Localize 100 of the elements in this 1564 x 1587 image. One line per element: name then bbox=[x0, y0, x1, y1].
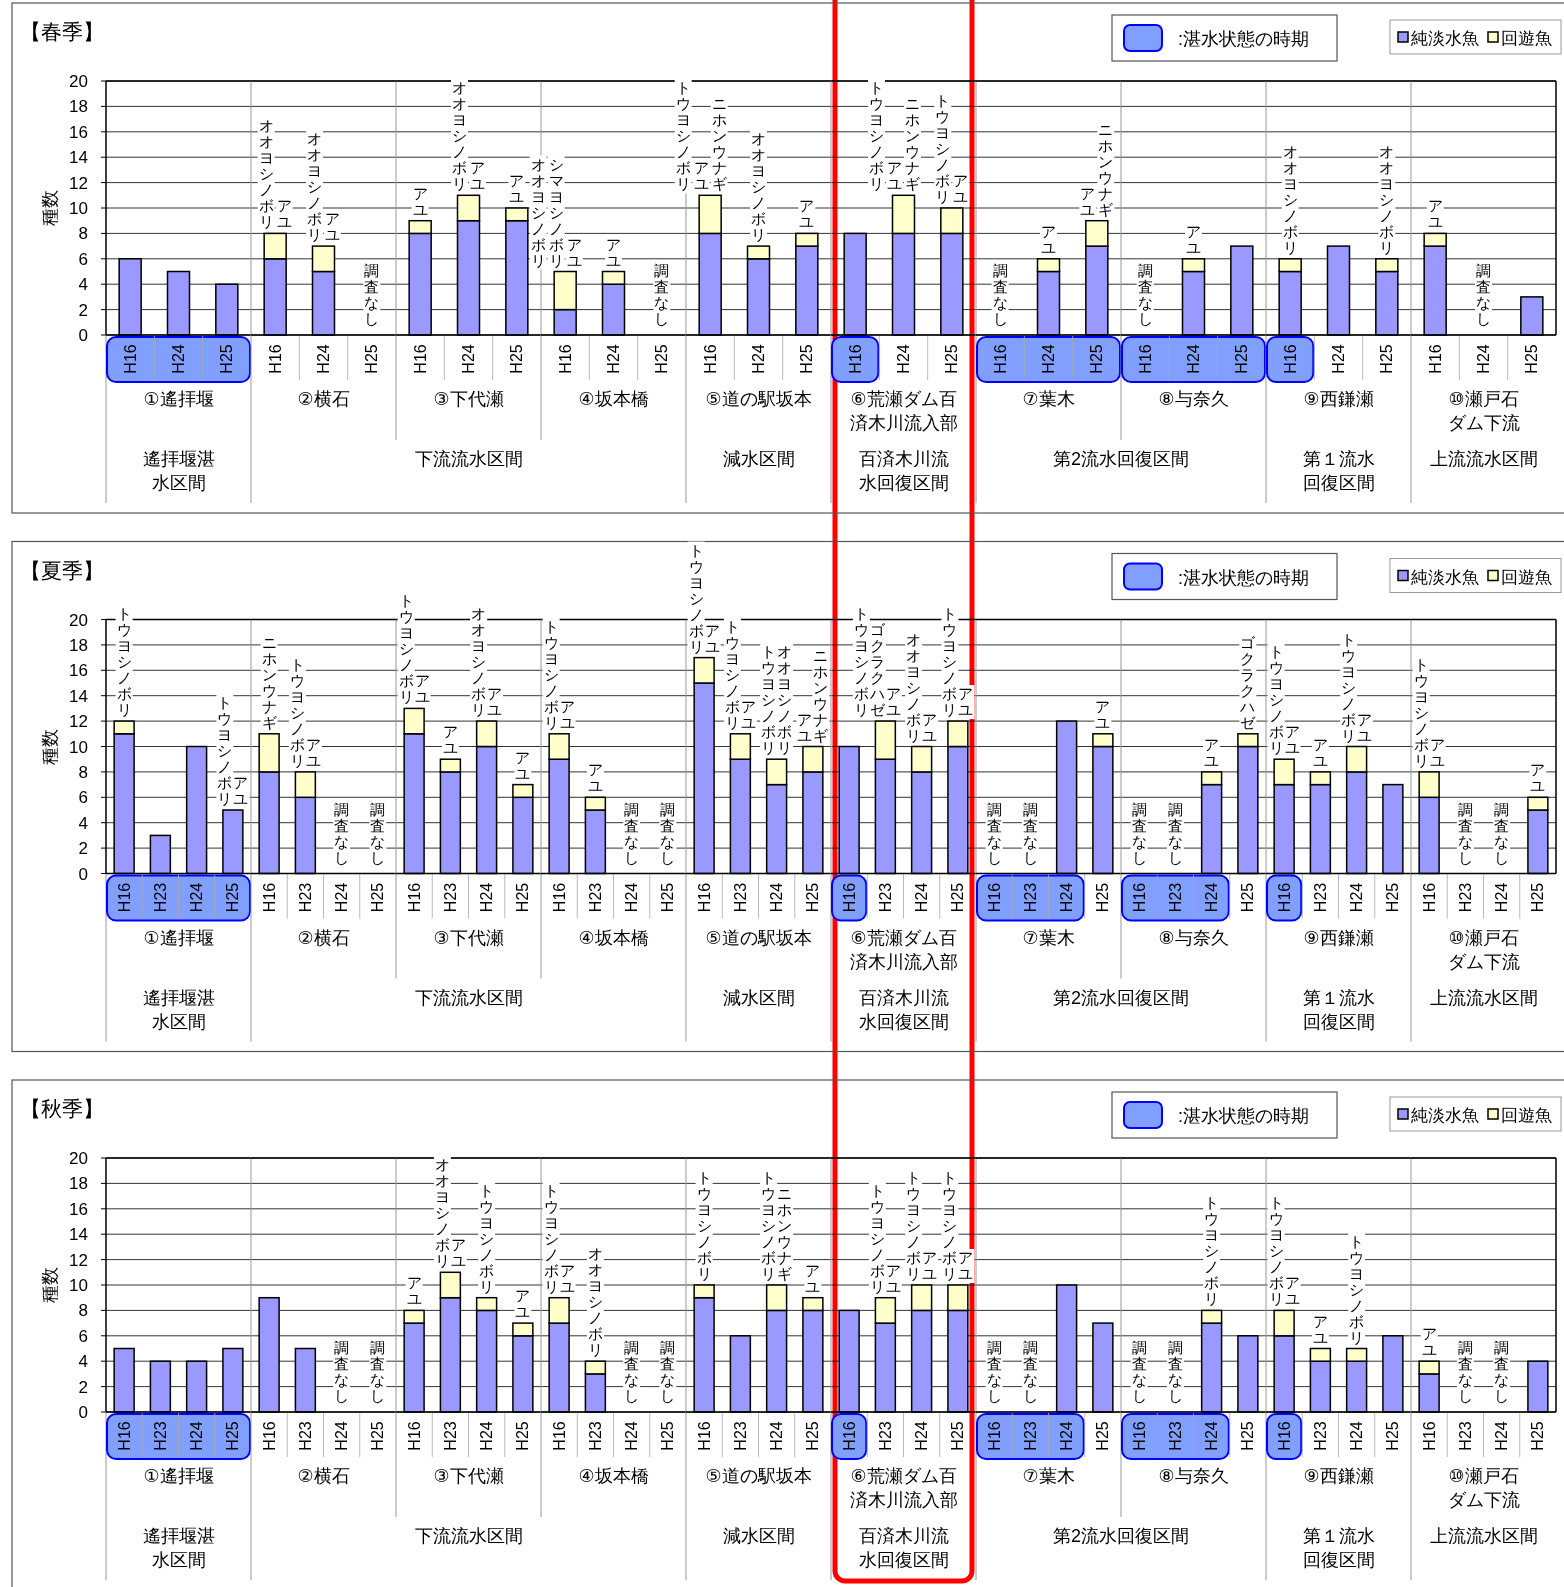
annotation: オオヨシノボリ bbox=[906, 630, 922, 744]
text: 上流流水区間 bbox=[1429, 1526, 1538, 1546]
annotation: トウヨシノボリ bbox=[1341, 630, 1357, 744]
annotation: アユ bbox=[559, 1261, 575, 1295]
annotation: アユ bbox=[470, 159, 485, 193]
x-tick-label: H24 bbox=[750, 344, 767, 374]
text: 調査なし bbox=[364, 262, 380, 327]
y-tick-label: 18 bbox=[69, 1174, 88, 1194]
annotation: アユ bbox=[885, 1261, 901, 1295]
annotation: トウヨシノボリ bbox=[942, 605, 958, 719]
x-tick-label: H24 bbox=[1493, 882, 1511, 913]
x-tick-label: H16 bbox=[991, 344, 1009, 374]
x-axis-title: ⑦葉木 bbox=[1022, 389, 1075, 409]
annotation: アユ bbox=[559, 697, 575, 731]
x-tick-label: H25 bbox=[508, 344, 526, 374]
annotation: トウヨシノボリ bbox=[289, 655, 305, 769]
x-tick-label: H16 bbox=[260, 882, 278, 913]
band-legend: :湛水状態の時期 bbox=[1111, 552, 1338, 601]
text: 調査なし bbox=[1131, 800, 1147, 866]
x-tick-label: H25 bbox=[943, 344, 961, 374]
annotation: トウヨシノボリ bbox=[479, 1181, 495, 1295]
x-tick-label: H24 bbox=[913, 1421, 931, 1451]
annotation: アユ bbox=[1421, 1325, 1437, 1359]
x-axis-title: ⑤道の駅坂本 bbox=[705, 389, 812, 409]
annotation: アユ bbox=[958, 685, 974, 719]
text: 調査なし bbox=[370, 800, 386, 866]
y-tick-label: 14 bbox=[69, 148, 88, 168]
x-tick-label: H23 bbox=[876, 882, 894, 913]
text: 調査なし bbox=[370, 1339, 386, 1404]
annotation: アユ bbox=[325, 210, 340, 244]
x-axis-title: ⑨西鎌瀬 bbox=[1303, 389, 1374, 409]
text: 調査なし bbox=[1167, 1339, 1183, 1404]
text: 百済木川流水回復区間 bbox=[858, 987, 949, 1032]
x-axis-title: ③下代瀬 bbox=[433, 927, 504, 948]
x-tick-label: H16 bbox=[1275, 882, 1293, 913]
text: 調査なし bbox=[660, 1339, 676, 1404]
annotation: アユ bbox=[487, 685, 503, 719]
x-tick-label: H16 bbox=[405, 882, 423, 913]
x-tick-label: H16 bbox=[1130, 1421, 1148, 1451]
y-tick-label: 14 bbox=[69, 1225, 88, 1245]
y-tick-label: 12 bbox=[69, 712, 88, 732]
legend-label: 回遊魚 bbox=[1501, 567, 1552, 587]
x-tick-label: H25 bbox=[1529, 882, 1547, 913]
text: 調査なし bbox=[654, 262, 670, 327]
text: 調査なし bbox=[334, 1339, 350, 1404]
x-tick-label: H16 bbox=[260, 1421, 278, 1451]
y-axis-title: 種数 bbox=[40, 728, 60, 765]
x-axis-title: ①遙拝堰 bbox=[143, 927, 214, 948]
annotation: トウヨシノボリ bbox=[1268, 1194, 1284, 1308]
x-tick-label: H25 bbox=[1094, 882, 1112, 913]
text: 第１流水回復区間 bbox=[1302, 449, 1375, 493]
text: 調査なし bbox=[1476, 262, 1491, 327]
x-axis-title: ③下代瀬 bbox=[433, 389, 504, 409]
annotation: オオヨシノボリ bbox=[434, 1156, 450, 1270]
y-tick-label: 2 bbox=[78, 839, 88, 859]
annotation: アユ bbox=[450, 1236, 466, 1270]
x-tick-label: H24 bbox=[1348, 882, 1366, 913]
x-tick-label: H16 bbox=[1275, 1421, 1293, 1451]
annotation: アユ bbox=[442, 723, 458, 757]
x-tick-label: H16 bbox=[840, 1421, 858, 1451]
x-tick-label: H25 bbox=[804, 1421, 822, 1451]
legend-label: 純淡水魚 bbox=[1411, 567, 1479, 587]
x-tick-label: H25 bbox=[1239, 1421, 1257, 1451]
x-axis-title: ③下代瀬 bbox=[433, 1466, 504, 1486]
x-tick-label: H23 bbox=[1311, 882, 1329, 913]
text: 調査なし bbox=[1131, 1339, 1147, 1404]
x-tick-label: H23 bbox=[151, 1421, 169, 1451]
x-axis-title: ⑤道の駅坂本 bbox=[705, 1466, 812, 1486]
annotation: トウヨシノボリ bbox=[761, 1169, 777, 1282]
x-axis-title: ②横石 bbox=[297, 1466, 350, 1486]
x-tick-label: H24 bbox=[1040, 344, 1057, 374]
annotation: アユ bbox=[515, 748, 531, 782]
text: 調査なし bbox=[986, 800, 1002, 866]
x-tick-label: H16 bbox=[550, 882, 568, 913]
x-tick-label: H16 bbox=[121, 344, 139, 374]
x-tick-label: H25 bbox=[369, 882, 387, 913]
annotation: シマヨシノボリ bbox=[548, 155, 564, 269]
chart-title: 【秋季】 bbox=[20, 1097, 104, 1120]
annotation: ニホンウナギ bbox=[813, 646, 829, 744]
x-tick-label: H16 bbox=[1420, 1421, 1438, 1451]
text: 下流流水区間 bbox=[414, 449, 523, 469]
annotation: アユ bbox=[953, 172, 969, 205]
text: 遙拝堰湛水区間 bbox=[142, 987, 215, 1032]
band-legend: :湛水状態の時期 bbox=[1111, 1091, 1338, 1139]
annotation: ニホンウナギ bbox=[1098, 120, 1114, 218]
y-tick-label: 12 bbox=[69, 173, 88, 193]
text: 百済木川流水回復区間 bbox=[858, 449, 949, 493]
x-tick-label: H23 bbox=[1311, 1421, 1329, 1451]
x-tick-label: H25 bbox=[514, 882, 532, 913]
annotation: オオヨシノボリ bbox=[452, 79, 467, 193]
x-tick-label: H23 bbox=[1021, 882, 1039, 913]
x-axis-title: ⑤道の駅坂本 bbox=[705, 927, 812, 948]
text: 調査なし bbox=[1022, 800, 1038, 866]
x-tick-label: H25 bbox=[514, 1421, 532, 1451]
annotation: トウヨシノボリ bbox=[942, 1169, 958, 1282]
annotation: アユ bbox=[885, 685, 901, 719]
x-tick-label: H16 bbox=[701, 344, 719, 374]
y-tick-label: 18 bbox=[69, 97, 88, 117]
text: 第１流水回復区間 bbox=[1302, 987, 1375, 1032]
annotation: アユ bbox=[1530, 761, 1546, 795]
